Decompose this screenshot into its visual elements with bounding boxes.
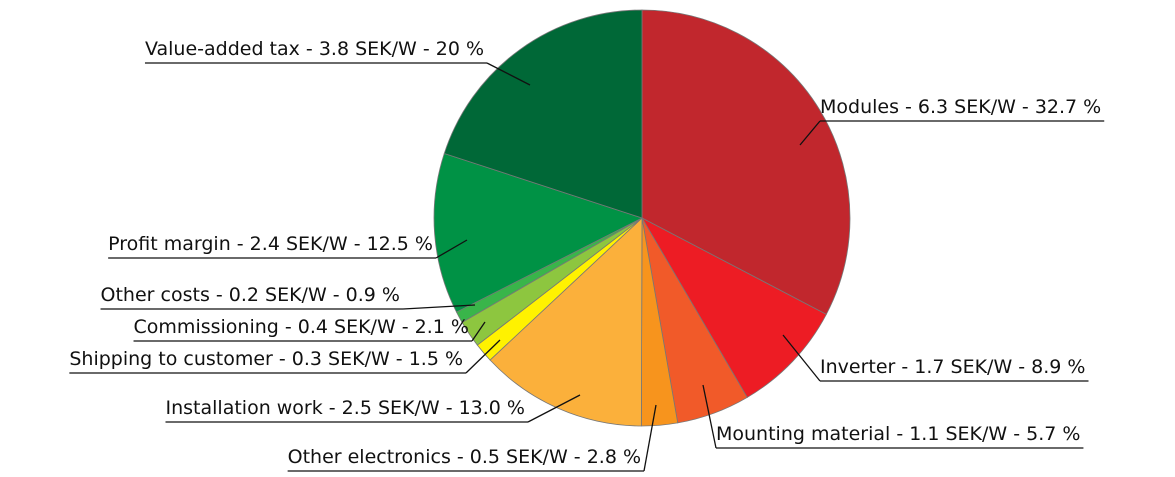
leader-line: [486, 62, 531, 86]
leader-line: [799, 120, 821, 146]
leader-line: [435, 239, 468, 259]
leader-line: [402, 304, 476, 310]
slice-label: Profit margin - 2.4 SEK/W - 12.5 %: [108, 233, 433, 255]
leader-line: [527, 394, 581, 423]
slice-label: Inverter - 1.7 SEK/W - 8.9 %: [820, 356, 1086, 378]
leader-line: [702, 384, 717, 449]
leader-line: [471, 321, 486, 342]
leader-line: [643, 404, 657, 472]
slice-label: Modules - 6.3 SEK/W - 32.7 %: [820, 96, 1101, 118]
pie-slice: [443, 9, 643, 219]
slice-label: Mounting material - 1.1 SEK/W - 5.7 %: [716, 423, 1080, 445]
slice-label: Installation work - 2.5 SEK/W - 13.0 %: [166, 397, 526, 419]
pie-slice: [433, 152, 644, 313]
slice-label: Shipping to customer - 0.3 SEK/W - 1.5 %: [69, 348, 463, 370]
slice-label: Value-added tax - 3.8 SEK/W - 20 %: [145, 38, 484, 60]
leader-line: [465, 339, 501, 374]
pie-slice: [489, 217, 643, 427]
pie-slice: [641, 9, 851, 315]
slice-label: Other costs - 0.2 SEK/W - 0.9 %: [101, 284, 400, 306]
leader-line: [782, 334, 821, 382]
slice-label: Other electronics - 0.5 SEK/W - 2.8 %: [288, 446, 641, 468]
slice-label: Commissioning - 0.4 SEK/W - 2.1 %: [134, 316, 469, 338]
pie-slice: [640, 216, 827, 398]
